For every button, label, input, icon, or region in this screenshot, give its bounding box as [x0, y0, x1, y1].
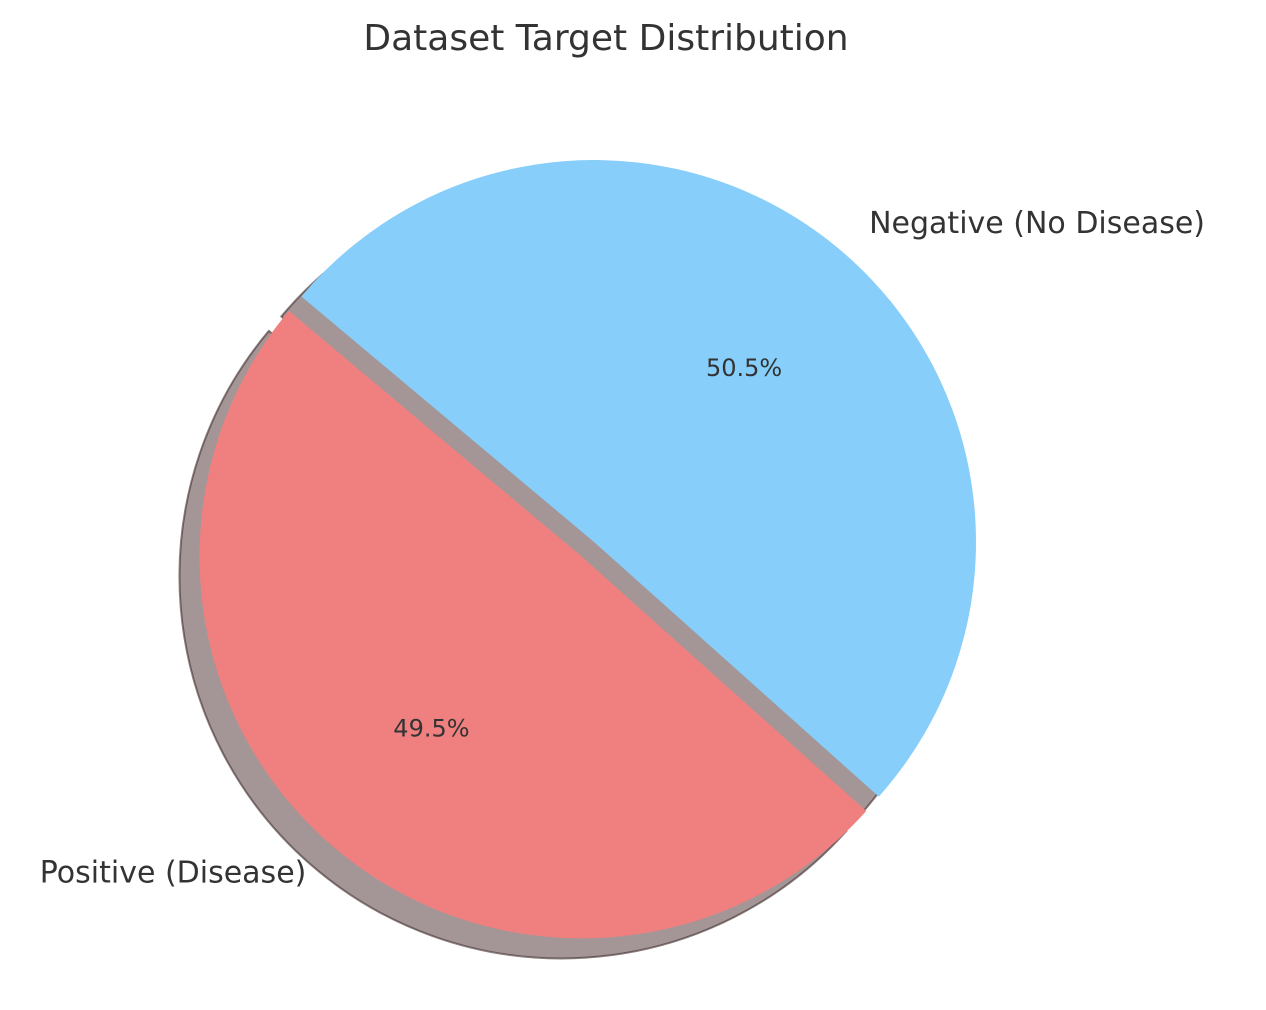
slice-layer — [199, 160, 976, 939]
label-layer: Positive (Disease) 49.5% Negative (No Dise… — [40, 206, 1205, 891]
chart-title: Dataset Target Distribution — [363, 18, 848, 59]
pct-label-positive-disease: 49.5% — [393, 715, 469, 743]
pie-slice-positive-disease — [199, 310, 867, 939]
slice-label-positive-disease: Positive (Disease) — [40, 856, 307, 891]
slice-label-negative-no-disease: Negative (No Disease) — [869, 206, 1205, 241]
pie-slice-negative-no-disease — [301, 160, 976, 797]
pct-label-negative-no-disease: 50.5% — [706, 354, 782, 382]
